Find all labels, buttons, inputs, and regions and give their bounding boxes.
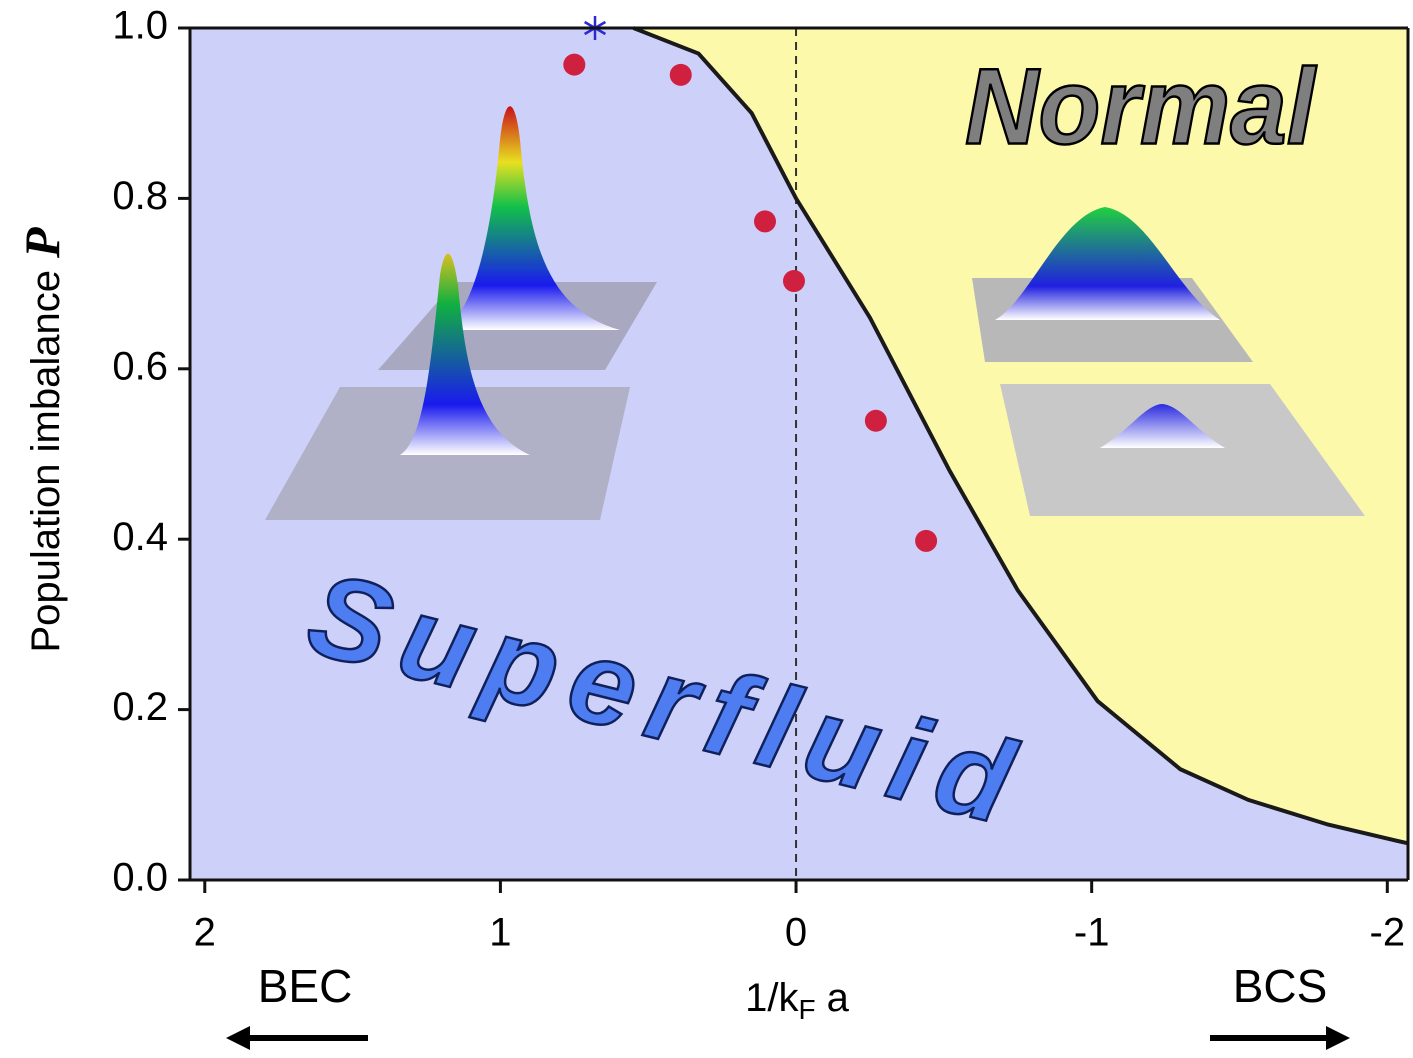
arrow: [1210, 1026, 1350, 1050]
inset-plane: [1000, 384, 1365, 516]
inset-dome: [995, 207, 1220, 320]
data-point: [915, 529, 938, 552]
y-tick-label: 0.4: [112, 515, 168, 559]
y-axis-label-part: Population imbalance: [24, 270, 68, 652]
y-tick-label: 0.8: [112, 174, 168, 218]
data-point: [669, 63, 692, 86]
x-axis-label-sub: F: [798, 994, 815, 1025]
inset-dome: [1100, 404, 1225, 448]
x-tick-label: 2: [194, 911, 216, 955]
region-label: Normal: [965, 46, 1317, 167]
y-tick-label: 0.2: [112, 685, 168, 729]
data-point: [754, 210, 777, 233]
inset-peak: [400, 253, 530, 455]
x-axis-label-part: a: [816, 976, 850, 1020]
boundary-line: [632, 26, 1409, 846]
insets: [265, 106, 1365, 520]
y-tick-label: 0.6: [112, 344, 168, 388]
inset-peak: [440, 106, 620, 330]
x-axis-label: 1/kF a: [745, 976, 850, 1026]
data-point: [864, 409, 887, 432]
y-tick-label: 0.0: [112, 856, 168, 900]
y-axis-label-symbol: P: [14, 227, 70, 259]
y-tick-label: 1.0: [112, 4, 168, 48]
data-point: [563, 53, 586, 76]
x-tick-label: 0: [785, 911, 807, 955]
x-tick-label: -2: [1370, 911, 1406, 955]
x-tick-label: -1: [1074, 911, 1110, 955]
y-axis-label: Population imbalance P: [14, 227, 70, 652]
data-point: [782, 270, 805, 293]
arrow: [226, 1026, 368, 1050]
x-axis-label-part: 1/k: [745, 976, 799, 1020]
end-label: BCS: [1233, 960, 1328, 1012]
end-label: BEC: [258, 960, 353, 1012]
plot-foreground: 0.0 0.2 0.4 0.6 0.8 1.0 2 1 0 -1 -2: [112, 4, 1410, 955]
x-tick-label: 1: [489, 911, 511, 955]
